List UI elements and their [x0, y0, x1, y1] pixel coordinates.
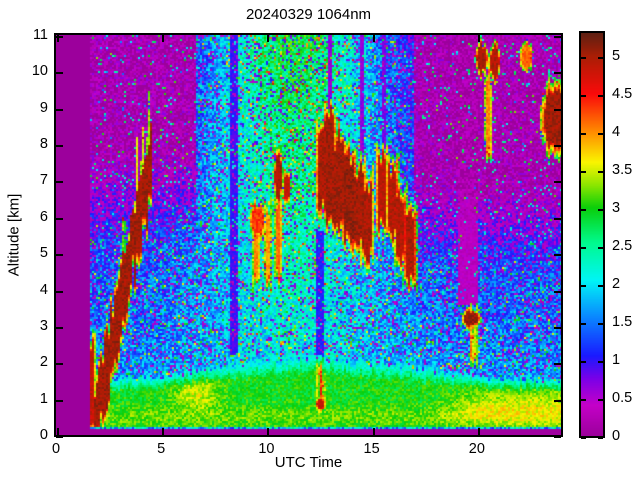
colorbar-tick [581, 170, 586, 173]
y-tick-label: 11 [32, 27, 48, 43]
colorbar-tick [598, 208, 603, 211]
y-tick [56, 217, 63, 220]
colorbar-tick [581, 360, 586, 363]
y-tick-label: 0 [39, 427, 48, 443]
colorbar-tick [598, 56, 603, 59]
colorbar-tick [581, 56, 586, 59]
y-tick [554, 290, 561, 293]
y-tick-label: 8 [39, 136, 48, 153]
x-tick-label: 15 [363, 441, 380, 457]
y-tick [56, 326, 63, 329]
y-axis-label: Altitude [km] [5, 193, 23, 277]
colorbar-tick-label: 4.5 [612, 85, 633, 102]
colorbar-tick-label: 3 [612, 199, 621, 216]
colorbar-gradient [581, 33, 603, 436]
colorbar-tick [581, 437, 586, 439]
colorbar-tick [598, 170, 603, 173]
heatmap-canvas [56, 35, 561, 435]
x-axis-label: UTC Time [274, 454, 343, 471]
y-tick [56, 363, 63, 366]
y-tick-label: 5 [39, 245, 48, 262]
colorbar-tick-label: 3.5 [612, 161, 633, 178]
y-tick [56, 36, 63, 38]
colorbar-tick [598, 94, 603, 97]
y-tick [56, 290, 63, 293]
y-tick-label: 1 [39, 390, 48, 407]
y-tick [554, 72, 561, 75]
y-tick [554, 363, 561, 366]
colorbar-tick [581, 208, 586, 211]
x-tick-label: 20 [468, 441, 485, 457]
colorbar-tick [598, 132, 603, 135]
y-tick [554, 436, 561, 438]
x-tick [477, 428, 480, 435]
colorbar-tick [581, 284, 586, 287]
y-tick [56, 399, 63, 402]
y-tick [554, 217, 561, 220]
colorbar-tick [581, 322, 586, 325]
x-tick [267, 35, 270, 42]
colorbar-tick-label: 2.5 [612, 237, 633, 254]
y-tick [554, 108, 561, 111]
x-tick-label: 10 [258, 441, 275, 457]
y-tick [56, 72, 63, 75]
y-tick [554, 36, 561, 38]
x-tick [57, 428, 59, 435]
colorbar-tick-label: 0.5 [612, 389, 633, 406]
colorbar-tick-label: 5 [612, 47, 621, 64]
x-tick [162, 428, 165, 435]
x-tick [162, 35, 165, 42]
colorbar-tick [581, 94, 586, 97]
colorbar-tick [598, 360, 603, 363]
x-tick [372, 35, 375, 42]
y-tick [554, 181, 561, 184]
colorbar-tick [581, 398, 586, 401]
y-tick-label: 7 [39, 172, 48, 189]
y-tick [554, 399, 561, 402]
y-tick [56, 254, 63, 257]
colorbar-tick [598, 284, 603, 287]
y-tick [56, 436, 63, 438]
heatmap-plot-area [54, 33, 563, 438]
y-tick [554, 145, 561, 148]
x-tick-label: 0 [51, 441, 61, 457]
colorbar-tick [598, 398, 603, 401]
y-tick-label: 9 [39, 99, 48, 116]
y-tick-label: 2 [39, 354, 48, 371]
y-tick-label: 6 [39, 208, 48, 225]
colorbar-tick [581, 132, 586, 135]
y-tick-label: 10 [31, 63, 48, 80]
x-tick [267, 428, 270, 435]
colorbar-tick-label: 4 [612, 123, 621, 140]
y-tick [554, 326, 561, 329]
colorbar-tick-label: 0 [612, 428, 621, 444]
y-tick-label: 3 [39, 317, 48, 334]
y-tick [56, 145, 63, 148]
y-tick [56, 181, 63, 184]
colorbar [579, 31, 605, 439]
colorbar-tick-label: 2 [612, 275, 621, 292]
x-tick [372, 428, 375, 435]
colorbar-tick-label: 1 [612, 351, 621, 368]
x-tick [57, 35, 59, 42]
chart-title: 20240329 1064nm [245, 6, 372, 23]
colorbar-tick [598, 246, 603, 249]
x-tick [477, 35, 480, 42]
y-tick-label: 4 [39, 281, 48, 298]
colorbar-tick [581, 246, 586, 249]
colorbar-tick [598, 322, 603, 325]
x-tick-label: 5 [157, 441, 166, 457]
colorbar-tick-label: 1.5 [612, 313, 633, 330]
y-tick [554, 254, 561, 257]
y-tick [56, 108, 63, 111]
colorbar-tick [598, 437, 603, 439]
